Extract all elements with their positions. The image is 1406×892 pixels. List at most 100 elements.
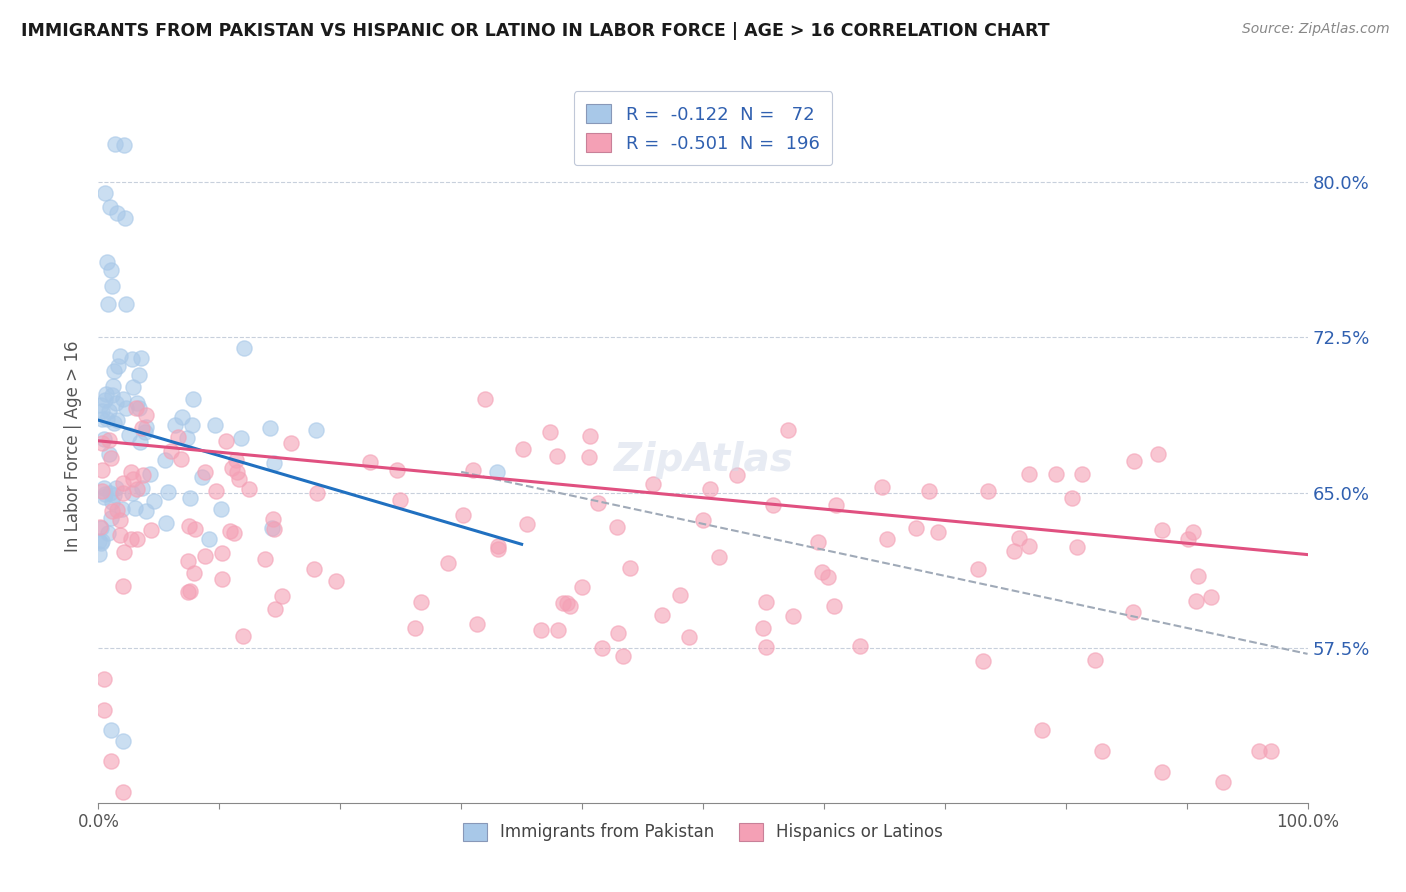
Point: [547, 624, 569, 638]
Point: [1018, 540, 1040, 554]
Point: [811, 565, 834, 579]
Point: [209, 501, 232, 516]
Point: [105, 413, 128, 427]
Point: [643, 477, 665, 491]
Point: [512, 442, 534, 457]
Point: [238, 482, 260, 496]
Point: [1018, 467, 1040, 481]
Point: [678, 630, 700, 644]
Point: [404, 621, 426, 635]
Point: [211, 546, 233, 560]
Point: [219, 524, 242, 538]
Point: [558, 599, 581, 614]
Point: [135, 503, 157, 517]
Point: [111, 486, 134, 500]
Point: [755, 640, 778, 654]
Point: [755, 594, 778, 608]
Point: [97, 526, 120, 541]
Point: [93, 490, 115, 504]
Point: [111, 579, 134, 593]
Point: [103, 416, 125, 430]
Point: [263, 522, 285, 536]
Point: [128, 368, 150, 382]
Point: [555, 596, 578, 610]
Point: [1071, 467, 1094, 481]
Point: [96, 255, 118, 269]
Point: [225, 466, 247, 480]
Point: [194, 466, 217, 480]
Point: [651, 607, 673, 622]
Point: [105, 503, 128, 517]
Point: [89, 533, 111, 548]
Point: [1062, 491, 1084, 505]
Point: [127, 533, 149, 547]
Point: [121, 351, 143, 366]
Point: [709, 549, 731, 564]
Point: [128, 435, 150, 450]
Legend: Immigrants from Pakistan, Hispanics or Latinos: Immigrants from Pakistan, Hispanics or L…: [457, 816, 949, 848]
Point: [437, 556, 460, 570]
Point: [101, 504, 124, 518]
Point: [546, 449, 568, 463]
Point: [100, 510, 122, 524]
Point: [93, 186, 115, 200]
Point: [305, 424, 328, 438]
Point: [139, 524, 162, 538]
Point: [101, 378, 124, 392]
Point: [1184, 594, 1206, 608]
Point: [823, 599, 845, 613]
Point: [91, 412, 114, 426]
Point: [93, 432, 115, 446]
Point: [1084, 653, 1107, 667]
Point: [87, 547, 110, 561]
Point: [111, 785, 134, 799]
Point: [179, 491, 201, 505]
Point: [1147, 447, 1170, 461]
Point: [305, 486, 328, 500]
Point: [142, 493, 165, 508]
Point: [553, 595, 575, 609]
Point: [699, 482, 721, 496]
Point: [1260, 744, 1282, 758]
Point: [129, 351, 152, 365]
Point: [486, 465, 509, 479]
Point: [228, 471, 250, 485]
Point: [904, 521, 927, 535]
Point: [409, 595, 432, 609]
Point: [538, 425, 561, 439]
Point: [105, 396, 128, 410]
Point: [135, 419, 157, 434]
Point: [108, 528, 131, 542]
Point: [1066, 541, 1088, 555]
Point: [204, 483, 226, 498]
Point: [302, 562, 325, 576]
Point: [1177, 532, 1199, 546]
Point: [98, 404, 121, 418]
Text: IMMIGRANTS FROM PAKISTAN VS HISPANIC OR LATINO IN LABOR FORCE | AGE > 16 CORRELA: IMMIGRANTS FROM PAKISTAN VS HISPANIC OR …: [21, 22, 1050, 40]
Point: [849, 639, 872, 653]
Point: [262, 512, 284, 526]
Point: [176, 585, 198, 599]
Point: [1123, 454, 1146, 468]
Point: [451, 508, 474, 523]
Point: [1182, 524, 1205, 539]
Point: [1152, 523, 1174, 537]
Point: [1201, 590, 1223, 604]
Point: [98, 486, 121, 500]
Point: [578, 450, 600, 464]
Point: [972, 654, 994, 668]
Point: [90, 398, 112, 412]
Point: [204, 417, 226, 432]
Point: [463, 463, 485, 477]
Point: [474, 392, 496, 407]
Point: [153, 453, 176, 467]
Point: [125, 401, 148, 416]
Point: [90, 436, 112, 450]
Point: [167, 430, 190, 444]
Point: [606, 625, 628, 640]
Point: [114, 211, 136, 226]
Point: [90, 484, 112, 499]
Point: [254, 552, 277, 566]
Point: [131, 482, 153, 496]
Point: [103, 488, 125, 502]
